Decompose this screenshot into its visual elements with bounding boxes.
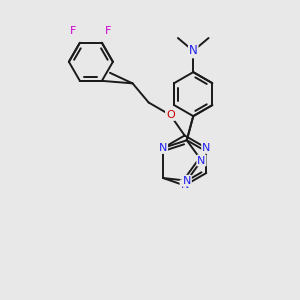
Text: N: N <box>202 143 211 153</box>
Text: N: N <box>183 176 191 186</box>
Text: F: F <box>70 26 76 37</box>
Text: F: F <box>105 26 112 37</box>
Text: N: N <box>181 181 189 190</box>
Text: N: N <box>189 44 198 57</box>
Text: O: O <box>166 110 175 120</box>
Text: N: N <box>197 155 206 166</box>
Text: N: N <box>159 143 167 153</box>
